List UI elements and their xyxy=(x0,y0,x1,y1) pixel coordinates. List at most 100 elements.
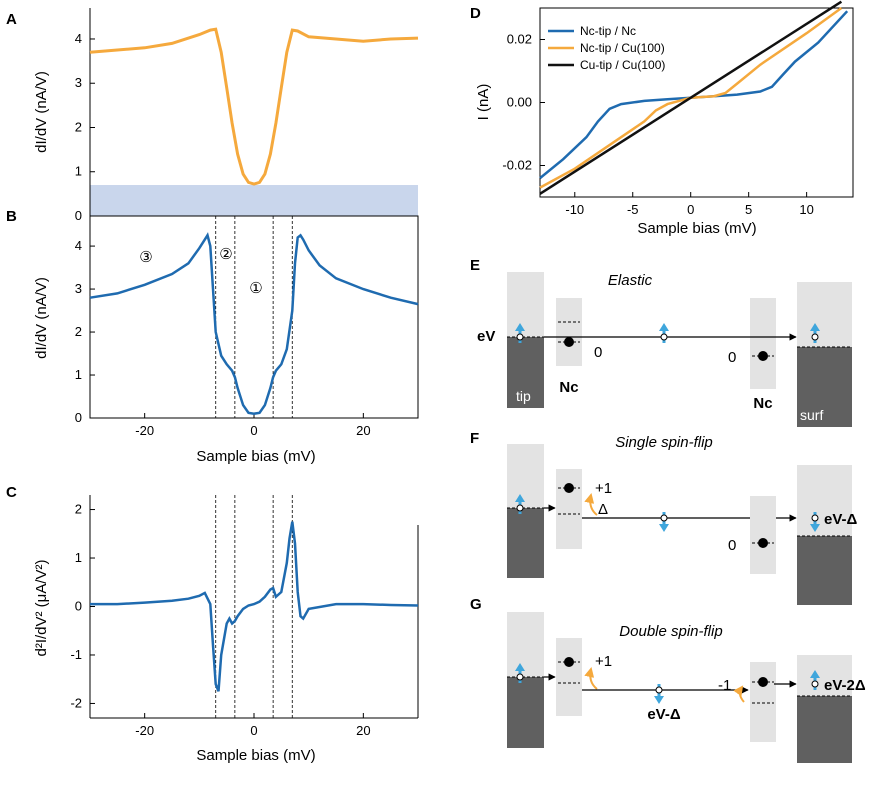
label-ev-delta: eV-Δ xyxy=(824,511,858,528)
nc-box-2 xyxy=(750,662,776,742)
panel-label-b: B xyxy=(6,208,17,225)
d2idv2-curve xyxy=(90,521,419,692)
y-tick-label: 0.02 xyxy=(507,32,532,47)
label-ev-delta: eV-Δ xyxy=(647,706,681,723)
spin-up-icon xyxy=(515,494,525,514)
legend-label-cu-cu: Cu-tip / Cu(100) xyxy=(580,58,665,72)
region-label-1: ① xyxy=(249,280,262,297)
spin-up-icon xyxy=(659,323,669,343)
panel-c-y-label: d²I/dV² (μA/V²) xyxy=(33,560,50,657)
spin-up-icon xyxy=(515,323,525,343)
panel-b-frame xyxy=(89,215,419,419)
y-tick-label: 0 xyxy=(75,208,82,223)
didv-curve-nc-tip-nc xyxy=(89,232,419,415)
panel-label-g: G xyxy=(470,596,482,613)
nc-box-1 xyxy=(556,638,582,716)
schematic-double-spin-flip: Double spin-flip +1 eV-Δ -1 eV-2Δ xyxy=(507,612,866,763)
x-tick-label: 20 xyxy=(356,423,370,438)
legend-label-nc-cu: Nc-tip / Cu(100) xyxy=(580,41,665,55)
tip-filled xyxy=(507,337,544,408)
label-tip: tip xyxy=(516,388,531,404)
y-tick-label: -0.02 xyxy=(502,158,532,173)
nc-box-2 xyxy=(750,298,776,389)
gap-band xyxy=(90,185,418,216)
surf-filled xyxy=(797,536,852,605)
x-tick-label: -20 xyxy=(135,723,154,738)
y-tick-label: 2 xyxy=(75,324,82,339)
iv-curve-cu-tip-cu xyxy=(539,0,843,195)
panel-c-x-label: Sample bias (mV) xyxy=(196,747,315,764)
x-tick-label: -5 xyxy=(627,202,639,217)
x-tick-label: 0 xyxy=(250,423,257,438)
nc-box-1 xyxy=(556,298,582,366)
title-elastic: Elastic xyxy=(608,272,653,289)
nc-spin-dot xyxy=(564,483,574,493)
panel-b-x-label: Sample bias (mV) xyxy=(196,448,315,465)
panel-a-chart: 0 1 2 3 4 dI/dV (nA/V) xyxy=(33,8,419,223)
x-tick-label: 5 xyxy=(745,202,752,217)
nc-spin-dot xyxy=(564,337,574,347)
x-tick-label: 10 xyxy=(799,202,813,217)
y-tick-label: 4 xyxy=(75,31,82,46)
panel-d-x-label: Sample bias (mV) xyxy=(637,220,756,237)
y-tick-label: 2 xyxy=(75,119,82,134)
y-tick-label: -1 xyxy=(70,647,82,662)
excitation-arrow xyxy=(733,685,745,703)
panel-label-c: C xyxy=(6,484,17,501)
x-tick-label: 0 xyxy=(687,202,694,217)
label-zero-1: 0 xyxy=(594,344,602,361)
label-ev: eV xyxy=(477,328,495,345)
spin-down-icon xyxy=(659,512,669,532)
y-tick-label: 3 xyxy=(75,281,82,296)
label-zero: 0 xyxy=(728,537,736,554)
y-tick-label: 4 xyxy=(75,238,82,253)
label-plus1: +1 xyxy=(595,480,612,497)
label-surf: surf xyxy=(800,407,823,423)
y-tick-label: 2 xyxy=(75,502,82,517)
panel-b-chart: 0 1 2 3 4 -20 0 20 ③ ② ① dI/dV (nA/V) Sample bi… xyxy=(33,215,419,465)
spin-up-icon xyxy=(810,323,820,343)
label-minus1: -1 xyxy=(718,677,731,694)
label-plus1: +1 xyxy=(595,653,612,670)
panel-label-d: D xyxy=(470,5,481,22)
panel-label-a: A xyxy=(6,11,17,28)
title-double-spin-flip: Double spin-flip xyxy=(619,623,722,640)
region-label-3: ③ xyxy=(139,249,152,266)
nc-box-2 xyxy=(750,496,776,574)
title-single-spin-flip: Single spin-flip xyxy=(615,434,713,451)
nc-spin-dot xyxy=(564,657,574,667)
panel-a-y-label: dI/dV (nA/V) xyxy=(33,71,50,153)
excitation-arrow xyxy=(584,493,598,516)
didv-curve-nc-tip-cu xyxy=(89,27,419,186)
legend-label-nc-nc: Nc-tip / Nc xyxy=(580,24,636,38)
y-tick-label: 1 xyxy=(75,164,82,179)
label-ev-2delta: eV-2Δ xyxy=(824,677,866,694)
label-nc-1: Nc xyxy=(559,379,578,396)
schematic-single-spin-flip: Single spin-flip +1 Δ 0 eV-Δ xyxy=(507,434,858,605)
nc-box-1 xyxy=(556,469,582,549)
spin-down-icon xyxy=(810,512,820,532)
surf-filled xyxy=(797,347,852,427)
label-zero-2: 0 xyxy=(728,349,736,366)
panel-b-y-label: dI/dV (nA/V) xyxy=(33,277,50,359)
schematic-elastic: Elastic eV tip Nc 0 0 Nc surf xyxy=(477,272,852,427)
x-tick-label: -20 xyxy=(135,423,154,438)
x-tick-label: 20 xyxy=(356,723,370,738)
panel-c-chart: -2 -1 0 1 2 -20 0 20 d²I/dV² (μA/V²) Sample bia… xyxy=(33,495,419,764)
panel-d-y-label: I (nA) xyxy=(475,84,492,121)
tip-filled xyxy=(507,508,544,578)
y-tick-label: -2 xyxy=(70,695,82,710)
surf-filled xyxy=(797,696,852,763)
spin-down-icon xyxy=(654,684,664,704)
y-tick-label: 0 xyxy=(75,599,82,614)
y-tick-label: 0.00 xyxy=(507,95,532,110)
nc-spin-dot xyxy=(758,538,768,548)
region-label-2: ② xyxy=(219,246,232,263)
tip-filled xyxy=(507,677,544,748)
x-tick-label: -10 xyxy=(565,202,584,217)
y-tick-label: 1 xyxy=(75,550,82,565)
label-nc-2: Nc xyxy=(753,395,772,412)
panel-d-chart: -0.02 0.00 0.02 -10 -5 0 5 10 Nc-tip / Nc Nc-ti… xyxy=(475,0,854,237)
y-tick-label: 1 xyxy=(75,367,82,382)
